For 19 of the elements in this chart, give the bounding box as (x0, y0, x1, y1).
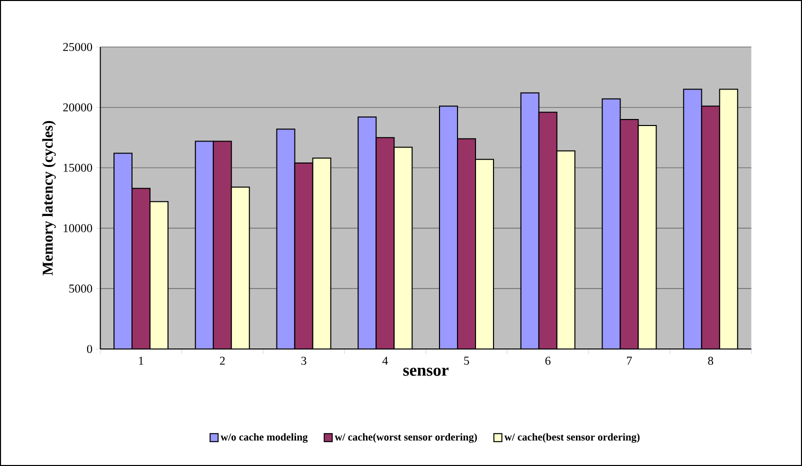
x-tick-label: 2 (220, 356, 225, 365)
x-axis-title: sensor (403, 368, 448, 376)
legend-label: w/ cache(best sensor ordering) (504, 433, 640, 443)
x-tick-label: 7 (627, 356, 632, 365)
x-tick-label: 3 (301, 356, 306, 365)
x-tick-label: 6 (545, 356, 551, 365)
x-tick-label: 5 (464, 356, 470, 365)
y-tick-label: 0 (87, 344, 92, 354)
y-tick-label: 5000 (69, 284, 92, 293)
y-tick-label: 25000 (63, 42, 92, 52)
x-tick-label: 1 (139, 356, 144, 365)
legend-label: w/ cache(worst sensor ordering) (334, 433, 477, 443)
legend-label: w/o cache modeling (220, 433, 308, 443)
y-tick-label: 20000 (63, 103, 92, 112)
y-tick-label: 15000 (64, 164, 92, 172)
x-tick-label: 4 (382, 356, 388, 365)
y-tick-label: 10000 (64, 224, 92, 232)
x-tick-label: 8 (708, 356, 714, 365)
y-axis-title: Memory latency (cycles) (42, 121, 56, 276)
